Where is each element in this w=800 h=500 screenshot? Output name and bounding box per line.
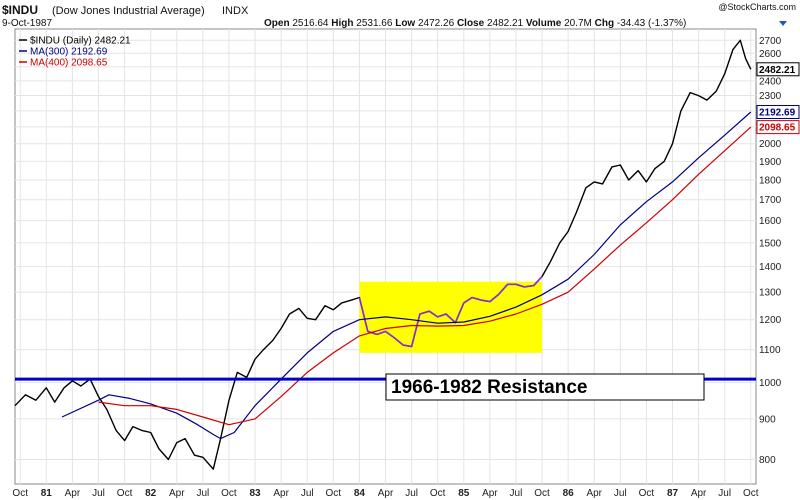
y-tick-label: 1000 <box>759 378 782 389</box>
x-tick-label: Oct <box>326 488 342 499</box>
y-tick-label: 2400 <box>759 76 782 87</box>
price-tag-label: 2192.69 <box>759 108 796 119</box>
y-tick-label: 1500 <box>759 238 782 249</box>
x-tick-label: Apr <box>482 488 498 499</box>
close-value: 2482.21 <box>487 18 524 29</box>
x-tick-label: Apr <box>65 488 81 499</box>
x-tick-label: Apr <box>691 488 707 499</box>
y-tick-label: 800 <box>759 455 776 466</box>
x-tick-label: Apr <box>378 488 394 499</box>
x-tick-label: Jul <box>718 488 731 499</box>
y-tick-label: 1600 <box>759 216 782 227</box>
price-tag-label: 2098.65 <box>759 123 796 134</box>
chevron-down-icon[interactable] <box>779 21 787 26</box>
x-tick-label: 83 <box>249 488 261 499</box>
chg-label: Chg <box>595 18 614 29</box>
x-tick-label: Jul <box>301 488 314 499</box>
y-tick-label: 1700 <box>759 195 782 206</box>
x-tick-label: 87 <box>667 488 679 499</box>
series-line-price-highlight <box>358 276 543 348</box>
volume-label: Volume <box>526 18 562 29</box>
y-tick-label: 2300 <box>759 91 782 102</box>
legend-label: MA(400) 2098.65 <box>30 58 108 69</box>
gridlines <box>15 29 756 484</box>
y-tick-label: 2700 <box>759 36 782 47</box>
x-tick-label: Jul <box>614 488 627 499</box>
x-tick-label: Oct <box>117 488 133 499</box>
chart-date: 9-Oct-1987 <box>2 18 52 29</box>
chart-name: (Dow Jones Industrial Average) <box>52 5 205 17</box>
x-tick-label: Oct <box>534 488 550 499</box>
legend-label: MA(300) 2192.69 <box>30 47 108 58</box>
x-tick-label: Jul <box>405 488 418 499</box>
x-tick-label: Oct <box>221 488 237 499</box>
y-tick-label: 1300 <box>759 288 782 299</box>
high-label: High <box>331 18 353 29</box>
price-tag-box <box>756 105 800 120</box>
x-tick-label: 84 <box>354 488 366 499</box>
x-tick-label: Apr <box>169 488 185 499</box>
y-tick-label: 1400 <box>759 262 782 273</box>
x-tick-label: Apr <box>586 488 602 499</box>
y-tick-label: 1100 <box>759 345 781 356</box>
x-tick-label: 81 <box>41 488 53 499</box>
watermark-text: @StockCharts.com <box>718 2 796 12</box>
series-layer <box>14 39 752 470</box>
x-tick-label: Oct <box>639 488 655 499</box>
volume-value: 20.7M <box>564 18 592 29</box>
y-tick-label: 900 <box>759 414 776 425</box>
legend-label: $INDU (Daily) 2482.21 <box>30 36 131 47</box>
chart-exchange: INDX <box>222 5 249 17</box>
low-label: Low <box>395 18 415 29</box>
x-tick-label: Jul <box>510 488 523 499</box>
price-tag-box <box>756 62 800 77</box>
quote-line: Open 2516.64 High 2531.66 Low 2472.26 Cl… <box>264 18 686 29</box>
open-label: Open <box>264 18 290 29</box>
price-tag-box <box>756 120 800 135</box>
x-tick-label: Jul <box>196 488 209 499</box>
low-value: 2472.26 <box>418 18 455 29</box>
x-tick-label: Oct <box>12 488 28 499</box>
high-value: 2531.66 <box>356 18 393 29</box>
x-tick-label: 86 <box>563 488 575 499</box>
y-tick-label: 2000 <box>759 139 782 150</box>
y-tick-label: 1200 <box>759 315 782 326</box>
chart-symbol: $INDU <box>2 3 38 17</box>
x-tick-label: Oct <box>430 488 446 499</box>
y-tick-label: 1800 <box>759 176 782 187</box>
annotation-box <box>385 373 705 401</box>
x-tick-label: 85 <box>458 488 470 499</box>
annotation-layer: 1966-1982 Resistance <box>15 373 756 401</box>
axis-labels: 800 900 1000 1100 1200 1300 1400 1500 1600 1700 18… <box>12 36 800 499</box>
x-tick-label: Jul <box>92 488 105 499</box>
price-tag-label: 2482.21 <box>759 65 796 76</box>
y-tick-label: 2600 <box>759 49 782 60</box>
x-tick-label: 82 <box>145 488 157 499</box>
chg-value: -34.43 (-1.37%) <box>617 18 686 29</box>
y-tick-label: 1900 <box>759 157 782 168</box>
x-tick-label: Apr <box>273 488 289 499</box>
series-line-ma2 <box>98 126 752 426</box>
open-value: 2516.64 <box>292 18 329 29</box>
close-label: Close <box>457 18 485 29</box>
x-tick-label: Oct <box>743 488 759 499</box>
series-line-ma1 <box>61 111 752 440</box>
annotation-label: 1966-1982 Resistance <box>391 377 587 398</box>
